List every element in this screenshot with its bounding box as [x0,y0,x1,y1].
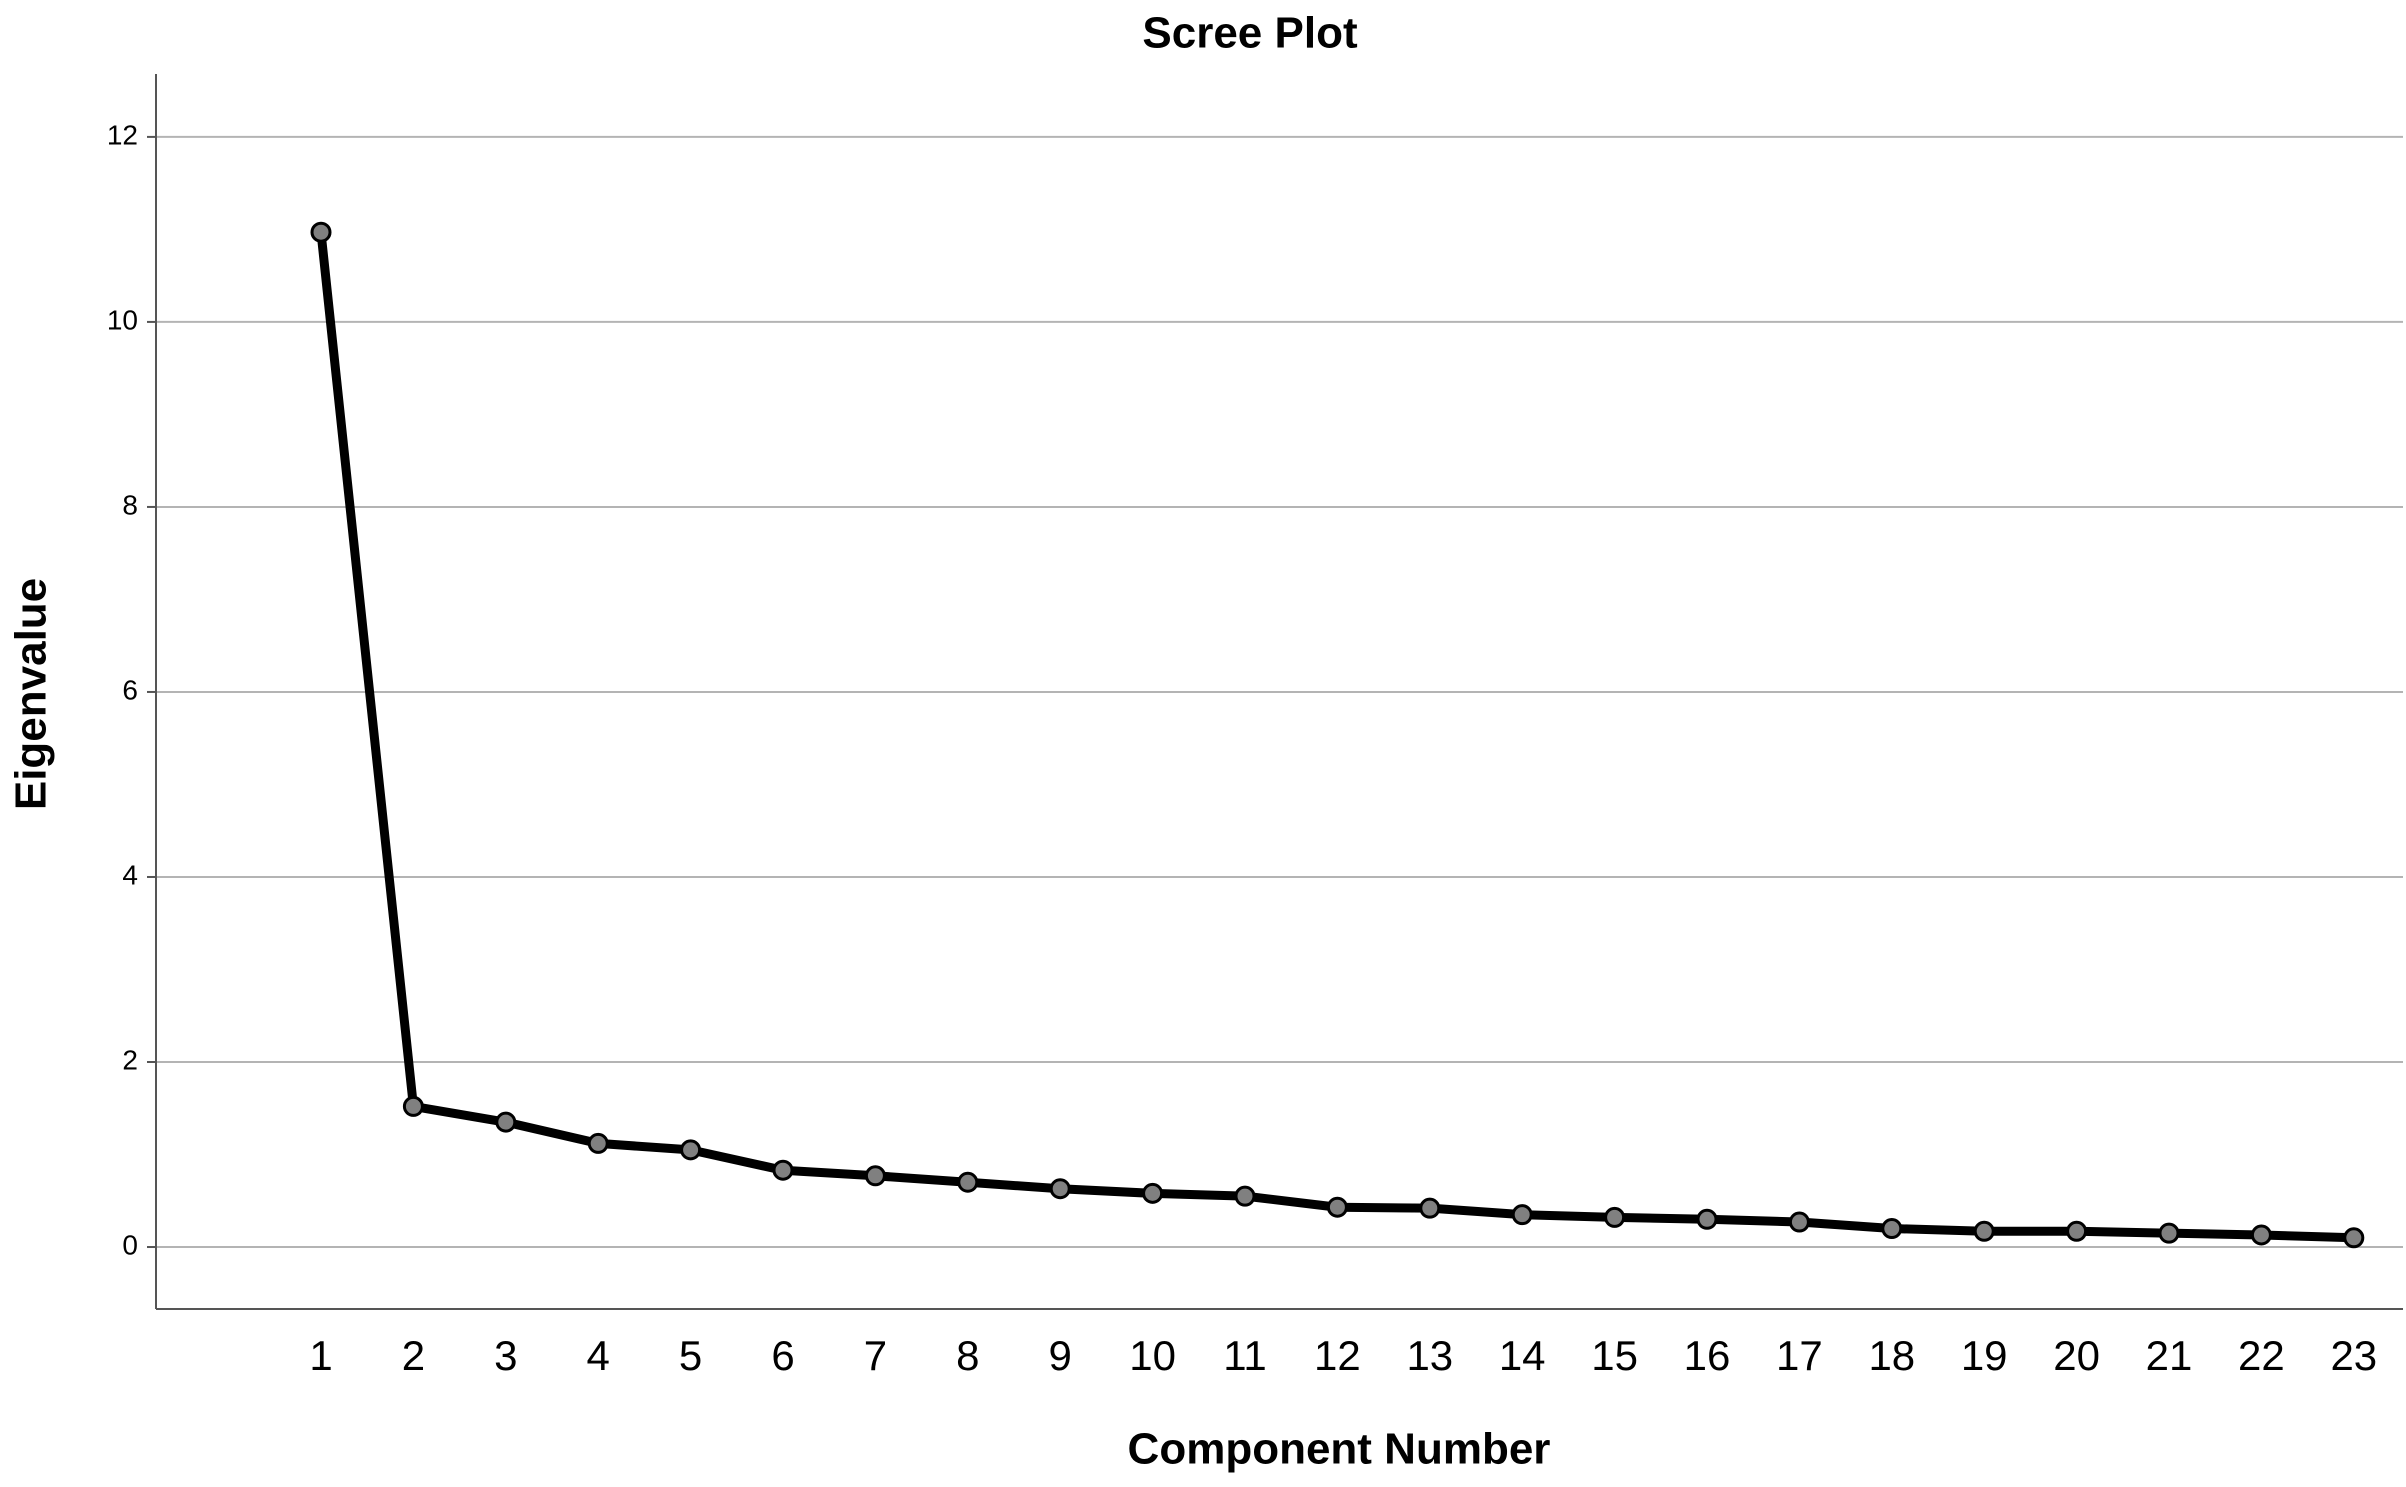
x-tick-label: 15 [1591,1332,1638,1379]
x-tick-label: 16 [1684,1332,1731,1379]
point [1234,1185,1256,1207]
x-tick-label: 14 [1499,1332,1546,1379]
point [2066,1220,2088,1242]
x-tick-label: 3 [494,1332,517,1379]
x-tick-label: 7 [864,1332,887,1379]
x-tick-label: 13 [1406,1332,1453,1379]
point [772,1159,794,1181]
x-tick-label: 18 [1868,1332,1915,1379]
x-tick-label: 19 [1961,1332,2008,1379]
point [864,1165,886,1187]
x-tick-label: 22 [2238,1332,2285,1379]
point [1881,1218,1903,1240]
y-tick-label: 6 [122,674,138,705]
y-tick-label: 12 [107,119,138,150]
x-tick-label: 21 [2146,1332,2193,1379]
point [1788,1211,1810,1233]
point [495,1111,517,1133]
point [1419,1197,1441,1219]
point [1326,1196,1348,1218]
point [402,1095,424,1117]
y-tick-label: 4 [122,859,138,890]
x-tick-label: 23 [2330,1332,2377,1379]
point [2158,1222,2180,1244]
line [316,231,2354,1243]
x-tick-label: 17 [1776,1332,1823,1379]
y-tick-label: 10 [107,304,138,335]
chart-title: Scree Plot [1142,9,1358,58]
point [1973,1220,1995,1242]
x-tick-label: 1 [309,1332,332,1379]
x-tick-label: 8 [956,1332,979,1379]
y-tick-label: 2 [122,1044,138,1075]
x-tick-label: 12 [1314,1332,1361,1379]
point [587,1132,609,1154]
point [1604,1206,1626,1228]
point [1142,1182,1164,1204]
point [1511,1204,1533,1226]
point [1049,1178,1071,1200]
y-tick-label: 0 [122,1229,138,1260]
point [680,1139,702,1161]
x-tick-label: 11 [1223,1332,1267,1379]
x-tick-label: 10 [1129,1332,1176,1379]
x-tick-label: 20 [2053,1332,2100,1379]
x-tick-label: 9 [1049,1332,1072,1379]
point [1696,1208,1718,1230]
x-tick-label: 6 [771,1332,794,1379]
point [957,1171,979,1193]
y-axis-label: Eigenvalue [7,578,56,810]
point [310,221,332,243]
x-tick-label: 2 [402,1332,425,1379]
x-axis-label: Component Number [1128,1425,1551,1474]
x-tick-label: 5 [679,1332,702,1379]
point [2343,1227,2365,1249]
x-tick-label: 4 [587,1332,610,1379]
y-tick-label: 8 [122,489,138,520]
point [2250,1224,2272,1246]
